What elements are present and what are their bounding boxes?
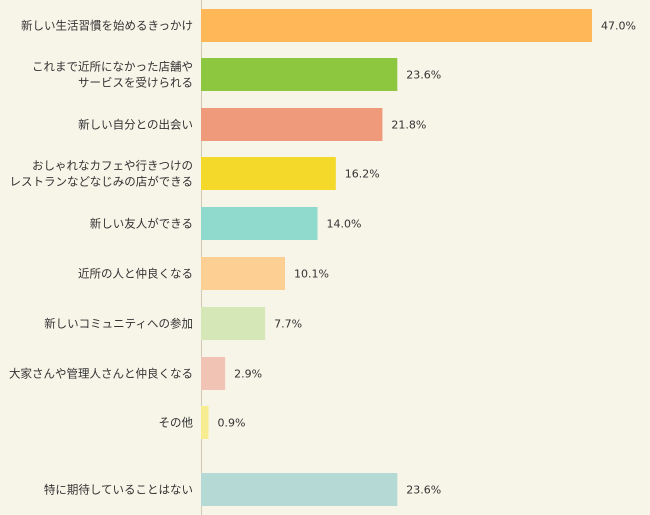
value-label-7: 2.9%: [234, 368, 262, 381]
category-label-line: 大家さんや管理人さんと仲良くなる: [9, 367, 193, 381]
category-label-4: 新しい友人ができる: [90, 217, 193, 231]
category-label-line: 新しい友人ができる: [90, 217, 193, 231]
bar-1: [201, 58, 398, 91]
category-label-7: 大家さんや管理人さんと仲良くなる: [9, 367, 193, 381]
category-label-0: 新しい生活習慣を始めるきっかけ: [21, 19, 193, 33]
value-label-4: 14.0%: [327, 218, 362, 231]
value-label-0: 47.0%: [601, 20, 636, 33]
category-label-line: これまで近所になかった店舗や: [32, 60, 193, 74]
bar-8: [201, 406, 209, 439]
category-label-line: 近所の人と仲良くなる: [78, 267, 193, 281]
category-label-9: 特に期待していることはない: [44, 483, 193, 497]
bar-4: [201, 207, 318, 240]
value-label-2: 21.8%: [391, 119, 426, 132]
bar-0: [201, 9, 592, 42]
bar-5: [201, 257, 285, 290]
category-label-line: おしゃれなカフェや行きつけの: [32, 159, 193, 173]
category-label-line: 特に期待していることはない: [44, 483, 193, 497]
category-label-line: 新しい自分との出会い: [78, 118, 193, 132]
bar-7: [201, 357, 226, 390]
category-label-line: レストランなどなじみの店ができる: [9, 175, 193, 189]
category-label-8: その他: [159, 416, 194, 430]
bar-3: [201, 157, 336, 190]
value-label-1: 23.6%: [406, 69, 441, 82]
value-label-9: 23.6%: [406, 484, 441, 497]
value-label-3: 16.2%: [345, 168, 380, 181]
value-label-8: 0.9%: [218, 417, 246, 430]
value-label-5: 10.1%: [294, 268, 329, 281]
category-label-5: 近所の人と仲良くなる: [78, 267, 193, 281]
category-label-line: その他: [159, 416, 194, 430]
category-label-2: 新しい自分との出会い: [78, 118, 193, 132]
category-label-line: 新しい生活習慣を始めるきっかけ: [21, 19, 193, 33]
category-label-1: これまで近所になかった店舗やサービスを受けられる: [32, 60, 193, 90]
value-label-6: 7.7%: [274, 318, 302, 331]
bar-9: [201, 473, 398, 506]
bars-group: 新しい生活習慣を始めるきっかけ 47.0% これまで近所になかった店舗やサービスを受…: [9, 9, 636, 506]
category-label-3: おしゃれなカフェや行きつけのレストランなどなじみの店ができる: [9, 159, 193, 189]
category-label-6: 新しいコミュニティへの参加: [44, 317, 193, 331]
category-label-line: 新しいコミュニティへの参加: [44, 317, 193, 331]
category-label-line: サービスを受けられる: [78, 76, 193, 90]
bar-6: [201, 307, 266, 340]
bar-2: [201, 108, 383, 141]
